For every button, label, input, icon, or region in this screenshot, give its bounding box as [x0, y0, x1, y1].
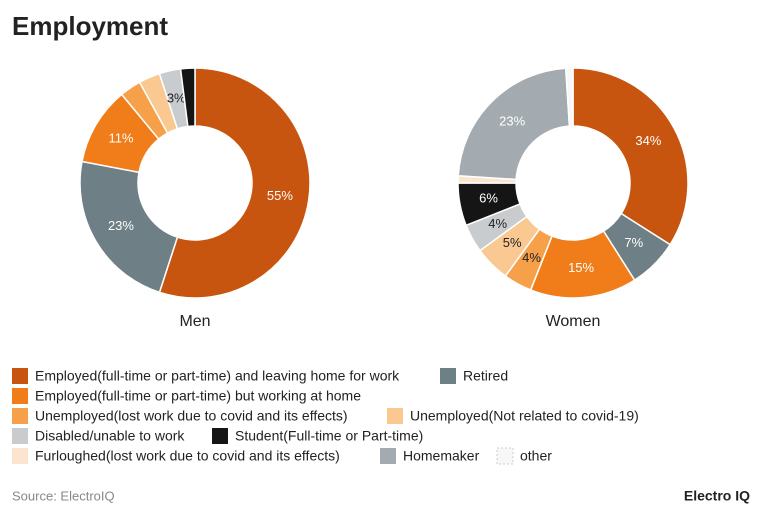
chart-title: Women — [546, 313, 601, 330]
slice-label: 5% — [503, 235, 522, 250]
slice-label: 3% — [167, 91, 186, 106]
page-title: Employment — [12, 11, 168, 41]
donut-slice — [79, 160, 179, 294]
legend-label: Employed(full-time or part-time) but wor… — [35, 388, 361, 404]
legend-label: Homemaker — [403, 448, 480, 464]
slice-label: 55% — [267, 188, 293, 203]
donut-slice — [457, 67, 571, 181]
legend-swatch — [440, 368, 456, 384]
legend-swatch — [12, 408, 28, 424]
slice-label: 23% — [108, 218, 134, 233]
slice-label: 23% — [499, 114, 525, 129]
legend-label: Unemployed(Not related to covid-19) — [410, 408, 639, 424]
donut-slice — [158, 67, 311, 299]
slice-label: 7% — [624, 235, 643, 250]
legend-swatch — [12, 368, 28, 384]
slice-label: 4% — [522, 250, 541, 265]
legend-swatch — [12, 428, 28, 444]
legend-label: Furloughed(lost work due to covid and it… — [35, 448, 340, 464]
legend-swatch — [387, 408, 403, 424]
legend-label: Retired — [463, 368, 508, 384]
legend-label: Student(Full-time or Part-time) — [235, 428, 423, 444]
legend-swatch — [12, 388, 28, 404]
slice-label: 15% — [568, 260, 594, 275]
brand: Electro IQ — [684, 488, 750, 504]
chart-title: Men — [179, 313, 210, 330]
donut-slice — [179, 67, 196, 128]
legend-swatch — [496, 447, 514, 465]
legend-label: Disabled/unable to work — [35, 428, 185, 444]
slice-label: 11% — [108, 131, 133, 146]
slice-label: 4% — [488, 216, 507, 231]
donut-slice — [564, 67, 574, 127]
legend-label: Employed(full-time or part-time) and lea… — [35, 368, 400, 384]
slice-label: 6% — [479, 191, 498, 206]
legend-label: other — [520, 448, 552, 464]
legend-label: Unemployed(lost work due to covid and it… — [35, 408, 348, 424]
legend-swatch — [12, 448, 28, 464]
legend-swatch — [380, 448, 396, 464]
legend-swatch — [212, 428, 228, 444]
slice-label: 34% — [635, 133, 661, 148]
donut-slice — [572, 67, 689, 246]
source: Source: ElectroIQ — [12, 488, 115, 503]
